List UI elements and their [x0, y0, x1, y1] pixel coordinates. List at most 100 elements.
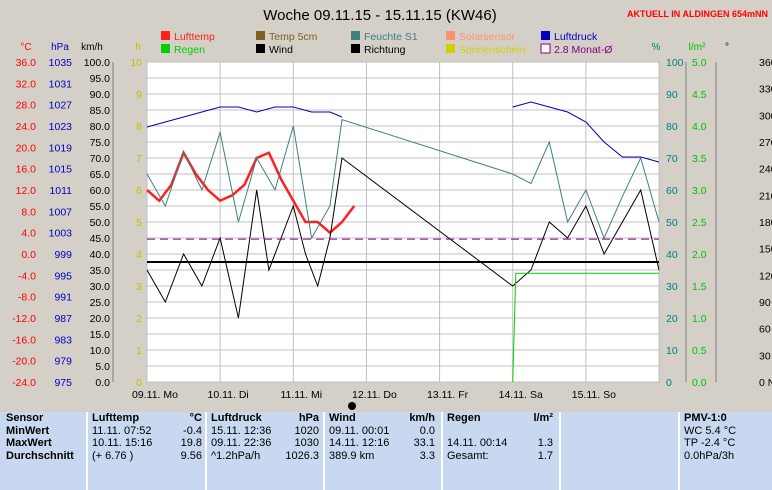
rain-tick-label: 0.0: [692, 377, 707, 389]
temp-tick-label: -16.0: [12, 334, 36, 346]
pressure-min-value: 1020: [294, 424, 319, 437]
humidity-tick-label: 30: [666, 281, 678, 293]
wind-max-value: 33.1: [413, 437, 435, 449]
rain-tick-label: 2.5: [692, 217, 707, 229]
table-divider: [86, 412, 88, 490]
pmv-dewpoint: TP -2.4 °C: [684, 437, 736, 449]
temp-avg-value: 9.56: [180, 449, 202, 462]
table-divider: [559, 412, 561, 490]
sun-tick-label: 5: [136, 217, 142, 229]
temp-tick-label: -24.0: [12, 377, 36, 389]
weather-chart: Woche 09.11.15 - 15.11.15 (KW46) AKTUELL …: [12, 7, 772, 410]
wind-max-date: 14.11. 12:16: [329, 437, 390, 449]
pressure-tick-label: 1031: [49, 78, 73, 90]
pressure-tick-label: 1019: [49, 142, 73, 154]
wind-tick-label: 75.0: [90, 137, 111, 149]
pressure-min-date: 15.11. 12:36: [211, 424, 272, 437]
direction-tick-label: 270 W: [759, 137, 772, 149]
table-divider: [205, 412, 207, 490]
direction-tick-label: 0 N: [759, 377, 772, 389]
series-regen-line: [512, 272, 659, 383]
pmv-windchill: WC 5.4 °C: [684, 424, 737, 437]
temp-max-date: 10.11. 15:16: [92, 437, 153, 449]
rain-tick-label: 5.0: [692, 57, 707, 69]
wind-tick-label: 20.0: [90, 313, 111, 325]
rain-tick-label: 4.0: [692, 121, 707, 133]
wind-tick-label: 65.0: [90, 169, 111, 181]
legend-swatch: [446, 44, 455, 53]
sensor-header: Sensor: [6, 412, 44, 424]
axis-unit-pressure: hPa: [51, 42, 69, 53]
legend-swatch: [541, 31, 550, 40]
pressure-trend: ^1.2hPa/h: [211, 449, 261, 462]
wind-tick-label: 30.0: [90, 281, 111, 293]
temp-tick-label: 0.0: [21, 249, 36, 261]
pressure-tick-label: 991: [54, 292, 72, 304]
pressure-tick-label: 979: [54, 356, 72, 368]
temp-tick-label: 12.0: [16, 185, 37, 197]
axis-unit-humidity: %: [652, 42, 661, 53]
rain-tick-label: 2.0: [692, 249, 707, 261]
temp-tick-label: -20.0: [12, 356, 36, 368]
pressure-unit: hPa: [298, 412, 319, 424]
temp-avg-trend: (+ 6.76 ): [92, 449, 134, 462]
row-label-max: MaxWert: [6, 437, 52, 449]
pressure-tick-label: 975: [54, 377, 72, 389]
legend-label: Lufttemp: [174, 31, 215, 43]
sun-tick-label: 2: [136, 313, 142, 325]
rain-tick-label: 3.5: [692, 153, 707, 165]
sun-tick-label: 9: [136, 89, 142, 101]
day-label: 12.11. Do: [352, 389, 397, 401]
rain-unit: l/m²: [533, 412, 553, 424]
wind-tick-label: 85.0: [90, 105, 111, 117]
sensor-column: Sensor MinWert MaxWert Durchschnitt: [6, 412, 84, 490]
wind-unit: km/h: [409, 412, 435, 424]
wind-column: Wind km/h 09.11. 00:01 0.0 14.11. 12:16 33.…: [329, 412, 435, 490]
day-label: 15.11. So: [572, 389, 616, 401]
legend-label: 2.8 Monat-Ø: [554, 44, 612, 56]
humidity-tick-label: 20: [666, 313, 678, 325]
direction-tick-label: 360 N: [759, 57, 772, 69]
pressure-tick-label: 1003: [49, 228, 73, 240]
direction-tick-label: 180 S: [759, 217, 772, 229]
temp-tick-label: 8.0: [21, 206, 36, 218]
pressure-tick-label: 1023: [49, 121, 73, 133]
temp-header: Lufttemp: [92, 412, 140, 424]
sun-tick-label: 10: [130, 57, 142, 69]
rain-max-value: 1.3: [537, 437, 553, 449]
legend-swatch: [540, 43, 551, 54]
wind-tick-label: 40.0: [90, 249, 111, 261]
pmv-header: PMV-1:0: [684, 412, 727, 424]
legend-label: Feuchte S1: [364, 31, 418, 43]
rain-total-value: 1.7: [537, 449, 553, 462]
rain-tick-label: 1.5: [692, 281, 707, 293]
pressure-tick-label: 999: [54, 249, 72, 261]
pmv-pressure-change: 0.0hPa/3h: [684, 449, 735, 462]
axis-unit-direction: °: [725, 42, 729, 53]
humidity-tick-label: 80: [666, 121, 678, 133]
wind-tick-label: 50.0: [90, 217, 111, 229]
day-label: 10.11. Di: [208, 389, 249, 401]
rain-tick-label: 1.0: [692, 313, 707, 325]
temp-min-value: -0.4: [183, 424, 202, 437]
sun-tick-label: 8: [136, 121, 142, 133]
temp-tick-label: 36.0: [16, 57, 37, 69]
wind-tick-label: 0.0: [95, 377, 110, 389]
direction-tick-label: 90 O: [759, 297, 772, 309]
wind-tick-label: 70.0: [90, 153, 111, 165]
legend-swatch: [256, 31, 265, 40]
temp-tick-label: 24.0: [16, 121, 37, 133]
temp-max-value: 19.8: [180, 437, 202, 449]
sun-tick-label: 4: [136, 249, 142, 261]
table-divider: [323, 412, 325, 490]
chart-title: Woche 09.11.15 - 15.11.15 (KW46): [263, 7, 496, 24]
humidity-tick-label: 60: [666, 185, 678, 197]
sun-tick-label: 0: [136, 377, 142, 389]
wind-min-date: 09.11. 00:01: [329, 424, 390, 437]
rain-tick-label: 3.0: [692, 185, 707, 197]
table-divider: [441, 412, 443, 490]
legend-swatch: [161, 44, 170, 53]
row-label-avg: Durchschnitt: [6, 449, 74, 462]
legend-label: Temp 5cm: [269, 31, 318, 43]
direction-tick-label: 210: [759, 190, 772, 202]
